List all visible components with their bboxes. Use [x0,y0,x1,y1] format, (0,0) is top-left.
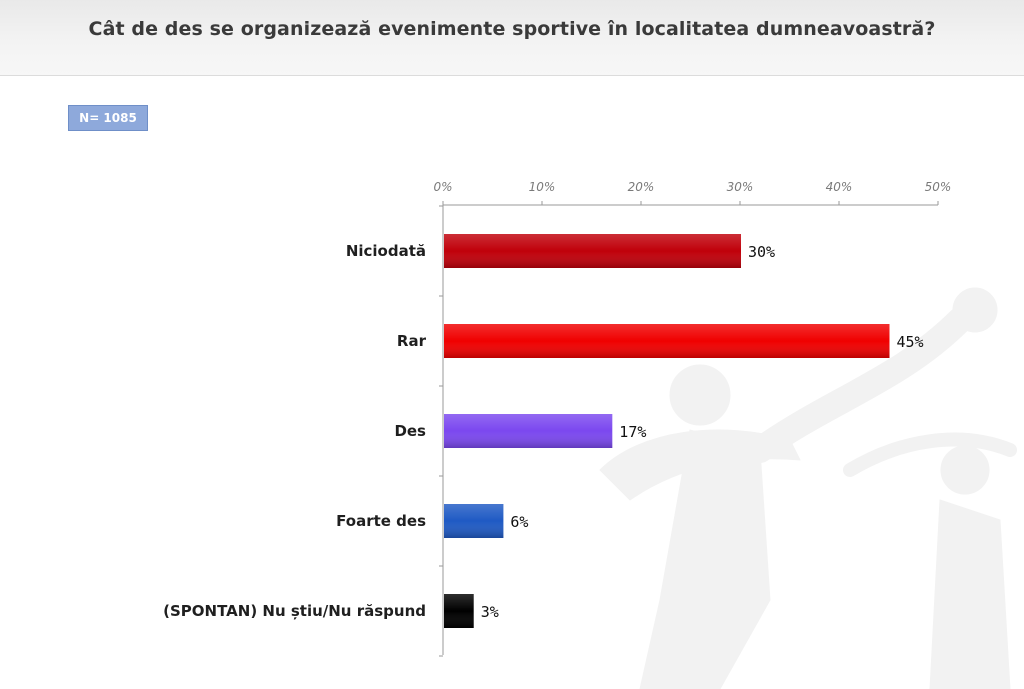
bar-shade [444,414,613,448]
data-label: 17% [619,423,646,441]
data-label: 45% [897,333,924,351]
sample-size-badge: N= 1085 [68,105,148,131]
bar-shade [444,594,474,628]
x-tick-label: 50% [925,180,952,194]
header-band [0,0,1024,76]
category-label: Des [394,422,426,440]
chart-axes: 0% 10% 20% 30% 40% 50% [433,180,952,657]
x-tick-label: 10% [529,180,556,194]
bar-shade [444,504,504,538]
bar-shade [444,234,741,268]
category-label: (SPONTAN) Nu știu/Nu răspund [163,602,426,620]
chart-bars [444,234,890,628]
chart-labels: Niciodată 30% Rar 45% Des 17% Foarte des 6% (SPO… [163,242,923,621]
x-tick-label: 0% [433,180,452,194]
data-label: 3% [481,603,499,621]
bar-shade [444,324,890,358]
page-title: Cât de des se organizează evenimente spo… [88,18,936,40]
category-label: Niciodată [346,242,426,260]
category-label: Foarte des [336,512,426,530]
x-tick-label: 30% [727,180,754,194]
x-tick-label: 40% [826,180,853,194]
category-label: Rar [397,332,427,350]
x-tick-label: 20% [628,180,655,194]
data-label: 30% [748,243,775,261]
data-label: 6% [510,513,528,531]
